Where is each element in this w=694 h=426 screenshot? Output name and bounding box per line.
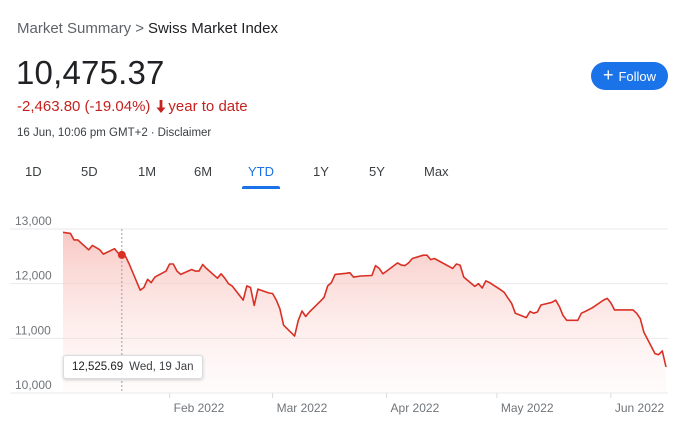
price-change-value: -2,463.80 (-19.04%) — [17, 98, 151, 115]
tab-label: Max — [424, 164, 449, 179]
tab-label: 1Y — [313, 164, 329, 179]
disclaimer-link[interactable]: Disclaimer — [157, 127, 212, 139]
tab-max[interactable]: Max — [424, 164, 449, 179]
tab-1m[interactable]: 1M — [138, 164, 156, 179]
arrow-down-icon — [156, 100, 166, 117]
quote-timestamp: 16 Jun, 10:06 pm GMT+2 — [17, 127, 148, 139]
follow-button-label: Follow — [618, 68, 657, 84]
price-change-period: year to date — [168, 98, 248, 115]
breadcrumb: Market Summary > Swiss Market Index — [17, 20, 278, 37]
tab-5y[interactable]: 5Y — [369, 164, 385, 179]
tab-1d[interactable]: 1D — [25, 164, 42, 179]
y-tick-label: 10,000 — [15, 378, 52, 392]
price-line — [62, 231, 667, 368]
chart-tooltip: 12,525.69 Wed, 19 Jan — [63, 355, 203, 379]
breadcrumb-current: Swiss Market Index — [147, 20, 278, 37]
time-range-tabs: 1D 5D 1M 6M YTD 1Y 5Y Max — [0, 160, 694, 190]
price-change: -2,463.80 (-19.04%) year to date — [17, 98, 248, 117]
follow-button[interactable]: + Follow — [591, 62, 668, 90]
tab-label: 6M — [194, 164, 213, 179]
breadcrumb-parent-link[interactable]: Market Summary — [17, 20, 132, 37]
x-tick-label: Apr 2022 — [391, 401, 440, 415]
tab-1y[interactable]: 1Y — [313, 164, 329, 179]
index-price: 10,475.37 — [16, 54, 165, 91]
tab-6m[interactable]: 6M — [194, 164, 212, 179]
active-tab-indicator — [242, 186, 280, 189]
tooltip-date: Wed, 19 Jan — [129, 361, 194, 373]
tooltip-value: 12,525.69 — [72, 361, 124, 373]
tab-5d[interactable]: 5D — [81, 164, 98, 179]
price-chart[interactable]: 13,000 12,000 11,000 10,000 Feb 2022 Mar 2022… — [0, 200, 694, 426]
x-tick-label: May 2022 — [501, 401, 554, 415]
quote-meta: 16 Jun, 10:06 pm GMT+2 · Disclaimer — [17, 127, 211, 139]
y-tick-label: 12,000 — [15, 269, 52, 283]
tab-label: 1M — [138, 164, 157, 179]
tab-ytd[interactable]: YTD — [242, 164, 280, 189]
meta-separator: · — [150, 127, 155, 139]
tab-label: YTD — [248, 164, 274, 179]
breadcrumb-separator: > — [135, 20, 144, 37]
tab-label: 5D — [81, 164, 98, 179]
x-tick-label: Feb 2022 — [174, 401, 225, 415]
y-tick-label: 13,000 — [15, 214, 52, 228]
plus-icon: + — [602, 65, 614, 85]
y-tick-label: 11,000 — [15, 323, 51, 337]
hover-point — [117, 250, 126, 259]
x-tick-label: Jun 2022 — [615, 401, 665, 415]
tab-label: 5Y — [369, 164, 385, 179]
x-tick-label: Mar 2022 — [277, 401, 328, 415]
price-area — [63, 232, 666, 393]
tab-label: 1D — [25, 164, 42, 179]
